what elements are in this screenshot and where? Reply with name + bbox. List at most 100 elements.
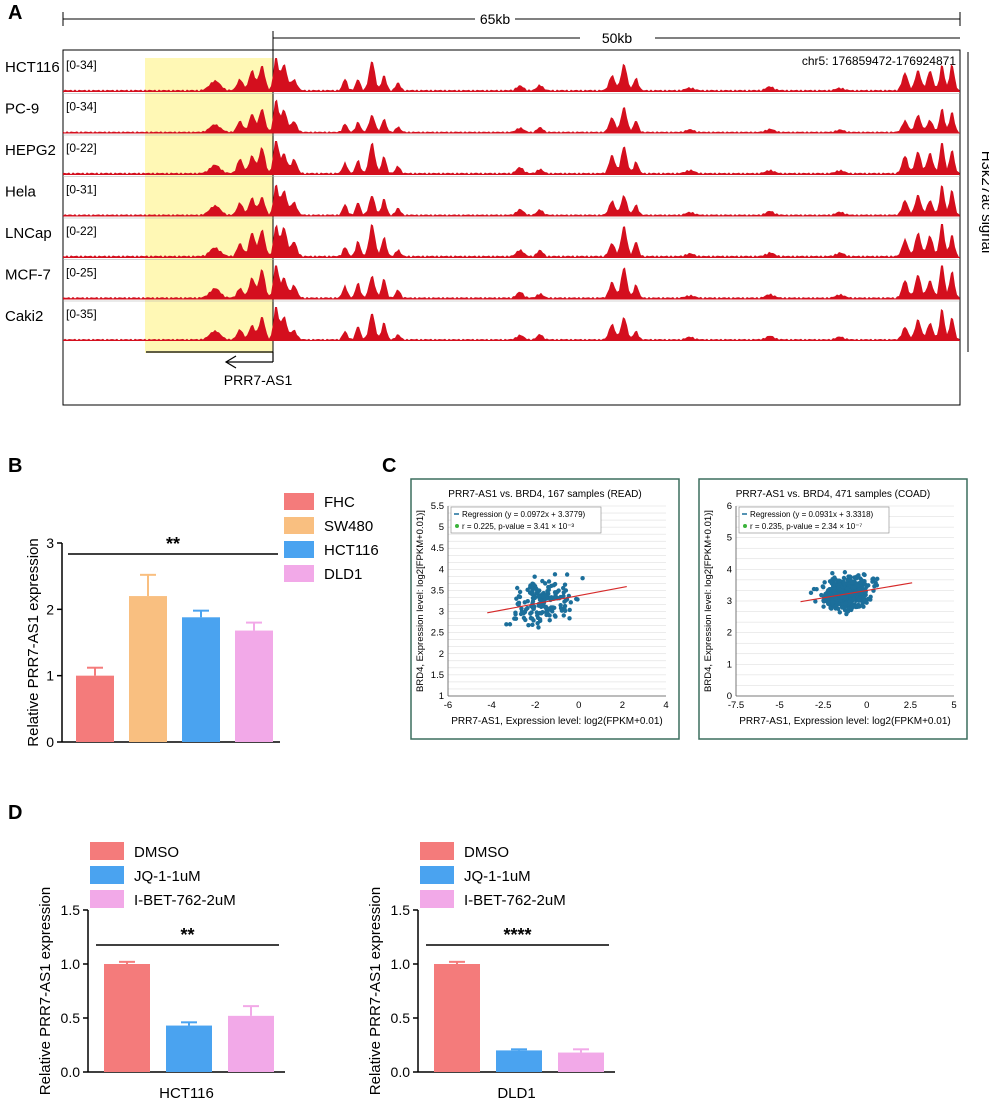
y-tick-label: 4.5 bbox=[431, 543, 444, 554]
scatter-point bbox=[529, 616, 535, 621]
scatter-point bbox=[530, 599, 536, 604]
bar bbox=[182, 617, 220, 742]
scatter-point bbox=[561, 593, 566, 599]
y-tick-label: 3 bbox=[727, 596, 732, 607]
scatter-point bbox=[823, 591, 828, 597]
scatter-point bbox=[830, 600, 835, 605]
y-tick-label: 1 bbox=[46, 668, 54, 684]
scatter-point bbox=[530, 605, 536, 611]
scatter-point bbox=[861, 604, 866, 609]
scatter-point bbox=[837, 578, 842, 583]
x-axis-label: PRR7-AS1, Expression level: log2(FPKM+0.… bbox=[451, 716, 662, 727]
scatter-point bbox=[840, 595, 846, 600]
track-range: [0-22] bbox=[66, 224, 97, 238]
track-name-hela: Hela bbox=[5, 184, 37, 201]
scatter-point bbox=[521, 611, 526, 616]
legend-swatch bbox=[90, 866, 124, 884]
scatter-point bbox=[856, 587, 862, 592]
track-signal-lncap bbox=[63, 224, 960, 258]
gene-label: PRR7-AS1 bbox=[224, 372, 293, 388]
track-name-pc-9: PC-9 bbox=[5, 101, 39, 118]
scatter-point bbox=[857, 597, 862, 603]
panel-label-b: B bbox=[8, 455, 23, 477]
x-axis-label: DLD1 bbox=[497, 1085, 535, 1102]
legend-stats: r = 0.225, p-value = 3.41 × 10⁻³ bbox=[462, 522, 574, 531]
scatter-point bbox=[850, 580, 856, 585]
y-axis-label: Relative PRR7-AS1 expression bbox=[37, 887, 54, 1095]
scatter-point bbox=[532, 574, 537, 579]
scatter-point bbox=[526, 622, 531, 628]
scatter-point bbox=[522, 600, 527, 605]
scatter-point bbox=[530, 622, 535, 627]
track-name-hct116: HCT116 bbox=[5, 59, 60, 76]
scatter-point bbox=[845, 586, 850, 591]
scatter-point bbox=[859, 578, 865, 584]
legend-label: JQ-1-1uM bbox=[134, 868, 201, 885]
bar bbox=[129, 596, 167, 742]
scatter-point bbox=[864, 600, 869, 605]
scatter-point bbox=[531, 595, 536, 600]
panel-c-read-scatter: PRR7-AS1 vs. BRD4, 167 samples (READ) 1 1.… bbox=[410, 478, 680, 740]
y-tick-label: 0.5 bbox=[391, 1010, 411, 1026]
scatter-point bbox=[552, 572, 558, 577]
scatter-point bbox=[842, 570, 848, 575]
y-tick-label: 4 bbox=[439, 564, 444, 575]
genome-track-panel: 65kb 50kb chr5: 176859472-176924871 HCT1… bbox=[5, 11, 989, 406]
y-tick-label: 1.5 bbox=[391, 902, 411, 918]
y-tick-label: 3 bbox=[439, 607, 444, 618]
locus-label: chr5: 176859472-176924871 bbox=[802, 54, 956, 68]
scatter-point bbox=[564, 572, 570, 577]
scatter-point bbox=[507, 622, 513, 627]
scatter-point bbox=[536, 625, 541, 630]
panel-label-a: A bbox=[8, 2, 23, 24]
legend-dot-marker bbox=[743, 524, 747, 528]
bar bbox=[496, 1050, 542, 1072]
scatter-point bbox=[575, 597, 580, 602]
scatter-point bbox=[504, 622, 509, 627]
regression-line bbox=[487, 585, 627, 614]
scatter-point bbox=[513, 610, 518, 615]
scatter-point bbox=[561, 613, 566, 618]
scatter-title: PRR7-AS1 vs. BRD4, 167 samples (READ) bbox=[448, 489, 641, 500]
scatter-point bbox=[829, 606, 834, 611]
scale-bar-65kb: 65kb bbox=[62, 11, 961, 27]
scatter-point bbox=[514, 596, 519, 601]
scatter-point bbox=[862, 572, 867, 578]
y-axis-label: BRD4, Expression level: log2[FPKM+0.01)] bbox=[415, 510, 426, 692]
track-signal-hct116 bbox=[63, 58, 960, 92]
y-tick-label: 0.0 bbox=[61, 1064, 81, 1080]
track-signal-pc-9 bbox=[63, 99, 960, 133]
scatter-point bbox=[550, 609, 555, 614]
x-axis-label: PRR7-AS1, Expression level: log2(FPKM+0.… bbox=[739, 716, 950, 727]
scatter-point bbox=[562, 599, 567, 604]
scatter-point bbox=[832, 575, 837, 580]
legend-swatch bbox=[90, 890, 124, 908]
track-name-hepg2: HEPG2 bbox=[5, 142, 56, 159]
significance-mark: ** bbox=[180, 925, 194, 945]
panel-label-c: C bbox=[382, 455, 397, 477]
scatter-point bbox=[562, 582, 568, 587]
y-tick-label: 1.0 bbox=[391, 956, 411, 972]
legend-label: DLD1 bbox=[324, 566, 362, 583]
scatter-point bbox=[535, 621, 540, 626]
panel-d-hct116-chart: 0.0 0.5 1.0 1.5 Relative PRR7-AS1 expression… bbox=[37, 842, 285, 1102]
track-range: [0-34] bbox=[66, 58, 97, 72]
legend-swatch bbox=[420, 866, 454, 884]
scatter-point bbox=[580, 576, 585, 581]
scatter-point bbox=[861, 595, 866, 601]
track-range: [0-34] bbox=[66, 100, 97, 114]
scatter-point bbox=[821, 604, 826, 609]
track-frame bbox=[62, 49, 961, 406]
legend-swatch bbox=[284, 493, 314, 510]
scale-bar-50kb: 50kb bbox=[272, 30, 960, 46]
scatter-point bbox=[834, 603, 839, 608]
scatter-point bbox=[837, 610, 842, 615]
scatter-point bbox=[530, 581, 535, 586]
y-tick-label: 5 bbox=[727, 533, 732, 544]
legend-box bbox=[450, 506, 602, 534]
y-tick-label: 3 bbox=[46, 535, 54, 551]
scatter-point bbox=[547, 618, 552, 623]
legend-label: HCT116 bbox=[324, 542, 379, 559]
scatter-point bbox=[517, 589, 523, 595]
